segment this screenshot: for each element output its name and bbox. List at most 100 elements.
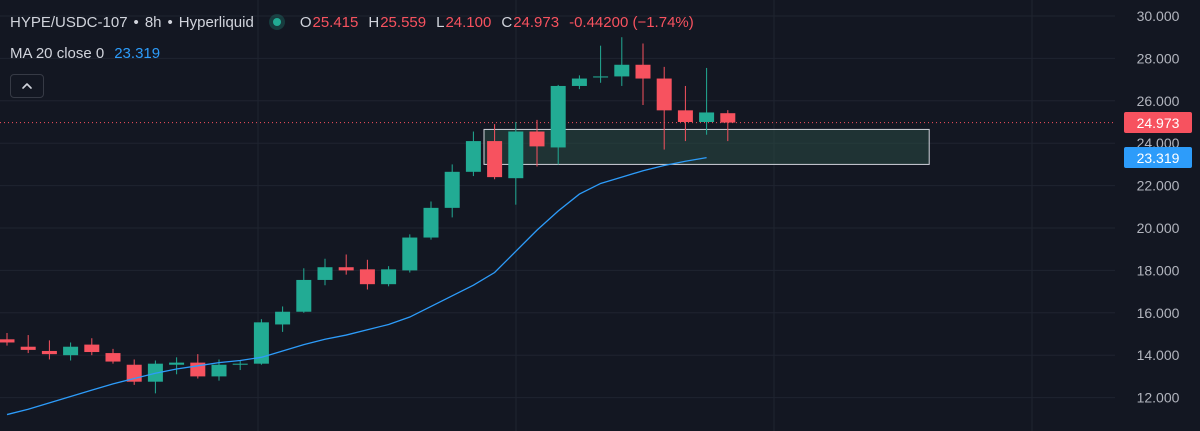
price-tick-label: 20.000 — [1137, 220, 1180, 236]
interval-label[interactable]: 8h — [144, 13, 162, 31]
candle-body — [444, 171, 460, 208]
candle — [41, 340, 57, 360]
candle-body — [508, 131, 524, 179]
candle — [0, 332, 15, 346]
candle — [20, 335, 36, 354]
candle — [275, 306, 291, 332]
candle — [550, 84, 566, 165]
change-value: -0.44200 (−1.74%) — [569, 13, 694, 31]
price-axis[interactable]: 12.00014.00016.00018.00020.00022.00024.0… — [1137, 8, 1180, 406]
candle-body — [381, 269, 397, 285]
candle-body — [338, 267, 354, 271]
candle-body — [296, 279, 312, 312]
candle-body — [720, 113, 736, 123]
chevron-up-icon — [22, 83, 32, 89]
price-tick-label: 26.000 — [1137, 93, 1180, 109]
high-value: 25.559 — [380, 13, 427, 31]
price-tick-label: 14.000 — [1137, 347, 1180, 363]
price-tick-label: 12.000 — [1137, 390, 1180, 406]
candle — [699, 67, 715, 135]
candle — [529, 119, 545, 167]
candle — [614, 37, 630, 86]
candle — [84, 338, 100, 356]
price-tick-label: 30.000 — [1137, 8, 1180, 24]
candle-body — [635, 64, 651, 79]
last-price-badge: 24.973 — [1124, 112, 1192, 134]
candle — [677, 85, 693, 142]
candle — [635, 43, 651, 106]
price-tick-label: 22.000 — [1137, 178, 1180, 194]
candle — [105, 348, 121, 364]
collapse-legend-button[interactable] — [10, 74, 44, 98]
candle — [571, 75, 587, 90]
indicator-legend[interactable]: MA 20 close 0 23.319 — [10, 42, 160, 64]
candle-body — [677, 110, 693, 122]
symbol-legend: HYPE/USDC-107 • 8h • Hyperliquid O 25.41… — [10, 11, 694, 33]
candle-body — [614, 64, 630, 77]
price-tick-label: 28.000 — [1137, 50, 1180, 66]
ma-indicator-value: 23.319 — [114, 44, 161, 62]
candle — [465, 131, 481, 177]
candle-body — [550, 85, 566, 148]
candle — [720, 110, 736, 142]
separator: • — [133, 13, 139, 31]
grid-layer — [0, 0, 1115, 431]
candle-body — [487, 141, 503, 178]
candle — [63, 342, 79, 361]
candle — [444, 164, 460, 218]
candle — [126, 359, 142, 385]
candle-body — [105, 353, 121, 362]
candle-body — [41, 350, 57, 355]
open-label: O — [299, 13, 312, 31]
candle-body — [211, 364, 227, 377]
symbol-name[interactable]: HYPE/USDC-107 — [10, 13, 128, 31]
candle-body — [232, 363, 248, 365]
candle-body — [169, 362, 185, 365]
candle — [232, 360, 248, 371]
candle-body — [275, 311, 291, 325]
candle-body — [593, 76, 609, 78]
candle — [423, 201, 439, 240]
candle-body — [253, 322, 269, 364]
close-label: C — [501, 13, 513, 31]
candle-body — [402, 237, 418, 271]
separator: • — [167, 13, 173, 31]
candle — [487, 124, 503, 180]
candle-body — [529, 131, 545, 147]
candle — [338, 254, 354, 275]
low-label: L — [436, 13, 445, 31]
candle-body — [63, 346, 79, 356]
candle-body — [20, 346, 36, 350]
close-value: 24.973 — [513, 13, 560, 31]
candle — [317, 258, 333, 286]
price-tick-label: 18.000 — [1137, 262, 1180, 278]
candle — [508, 122, 524, 205]
candle-body — [656, 78, 672, 111]
low-value: 24.100 — [445, 13, 492, 31]
ma-indicator-title[interactable]: MA 20 close 0 — [10, 44, 105, 62]
ma-price-badge: 23.319 — [1124, 147, 1192, 169]
candle — [296, 268, 312, 313]
candle — [593, 45, 609, 83]
candle — [169, 357, 185, 375]
candle-body — [571, 78, 587, 86]
ma-layer — [6, 156, 707, 416]
candle-body — [359, 269, 375, 285]
high-label: H — [368, 13, 380, 31]
candle-body — [84, 344, 100, 353]
market-status-icon[interactable] — [268, 13, 286, 31]
candle — [402, 234, 418, 273]
candle-layer — [0, 37, 736, 394]
candle — [381, 266, 397, 287]
candle — [656, 66, 672, 150]
candle — [147, 360, 163, 394]
ma-line — [6, 156, 707, 416]
open-value: 25.415 — [312, 13, 359, 31]
candle-body — [317, 267, 333, 280]
candle-body — [423, 207, 439, 238]
candle — [359, 259, 375, 290]
candle-body — [465, 141, 481, 172]
candle-body — [0, 339, 15, 343]
